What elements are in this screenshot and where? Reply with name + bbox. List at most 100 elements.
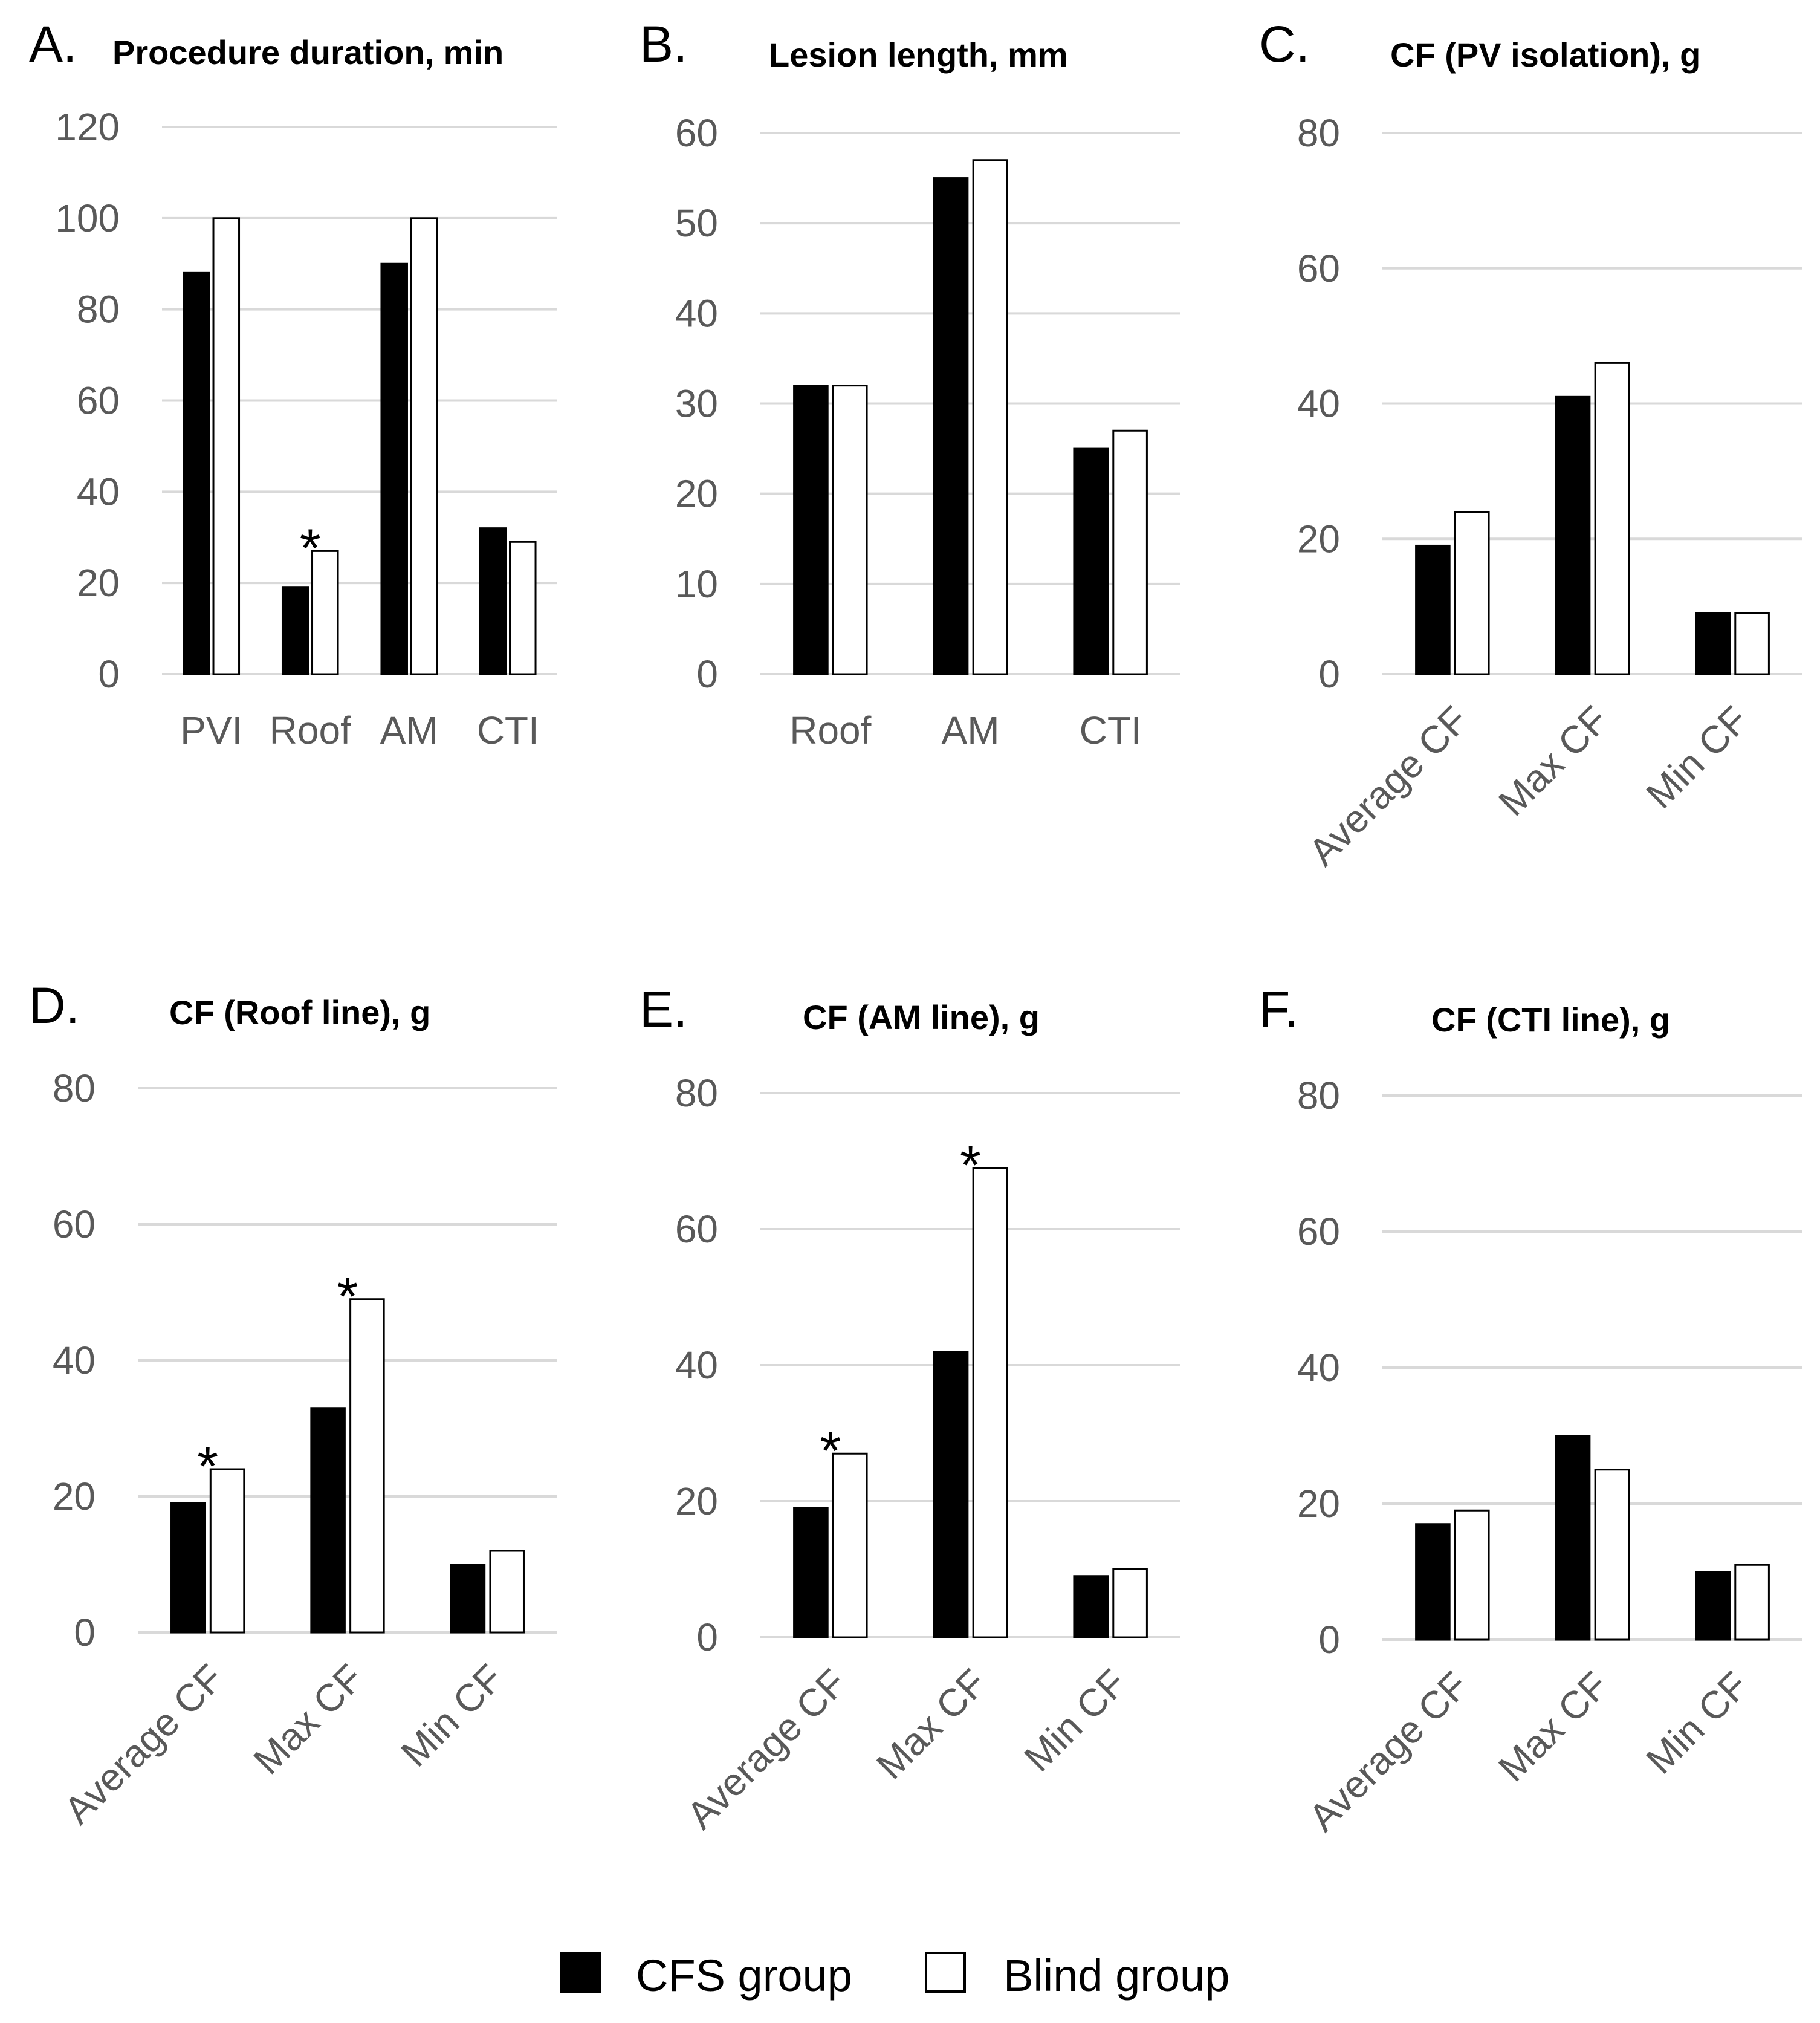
x-tick-label: Max CF — [245, 1656, 372, 1782]
significance-star: * — [300, 518, 321, 579]
bar-cfs-group — [1073, 1575, 1109, 1638]
y-tick-label: 100 — [55, 196, 120, 240]
legend: CFS group Blind group — [560, 1950, 1229, 2001]
y-tick-label: 20 — [675, 1479, 718, 1523]
y-tick-label: 60 — [675, 111, 718, 155]
y-tick-label: 60 — [53, 1203, 96, 1246]
y-tick-label: 0 — [98, 652, 120, 696]
bar-cfs-group — [310, 1407, 346, 1634]
x-tick-label: Max CF — [868, 1661, 994, 1787]
panel-title: CF (CTI line), g — [1431, 1001, 1670, 1039]
legend-label-blind: Blind group — [1003, 1950, 1229, 2001]
bar-cfs-group — [170, 1502, 206, 1634]
bar-blind-group — [1734, 1564, 1770, 1641]
bar-cfs-group — [281, 586, 309, 675]
y-tick-label: 40 — [675, 1343, 718, 1387]
y-tick-label: 20 — [675, 472, 718, 516]
bar-cfs-group — [1073, 447, 1109, 675]
bar-blind-group — [209, 1468, 245, 1634]
bar-blind-group — [1594, 1469, 1630, 1641]
bar-blind-group — [1454, 1509, 1490, 1641]
x-tick-label: PVI — [180, 709, 242, 752]
bar-cfs-group — [1695, 612, 1731, 675]
x-tick-label: Roof — [270, 709, 351, 752]
panel-letter: F. — [1259, 981, 1298, 1037]
panel-title: Lesion length, mm — [769, 36, 1068, 74]
bar-blind-group — [832, 385, 868, 675]
y-tick-label: 50 — [675, 201, 718, 245]
panel-c: C. CF (PV isolation), g 0 20 40 60 80 Average C… — [1259, 16, 1802, 874]
bar-blind-group — [1454, 511, 1490, 675]
bar-blind-group — [212, 217, 241, 675]
panel-letter: B. — [640, 16, 687, 73]
x-tick-label: CTI — [477, 709, 539, 752]
bar-cfs-group — [933, 177, 969, 675]
y-tick-label: 60 — [1297, 247, 1340, 290]
y-tick-label: 40 — [53, 1339, 96, 1382]
y-tick-label: 80 — [1297, 1074, 1340, 1117]
y-tick-label: 120 — [55, 105, 120, 149]
bar-cfs-group — [793, 385, 829, 675]
panels: A. Procedure duration, min020406080100120… — [29, 16, 1802, 1840]
y-tick-label: 80 — [53, 1067, 96, 1110]
y-tick-label: 80 — [77, 288, 120, 331]
y-tick-label: 0 — [696, 1615, 718, 1659]
y-tick-label: 60 — [675, 1207, 718, 1251]
y-tick-label: 60 — [77, 379, 120, 423]
y-tick-label: 60 — [1297, 1210, 1340, 1253]
x-tick-label: Average CF — [56, 1656, 232, 1833]
y-tick-label: 40 — [1297, 1346, 1340, 1389]
bar-blind-group — [1734, 612, 1770, 675]
y-tick-label: 0 — [1318, 652, 1340, 696]
bar-blind-group — [1112, 1568, 1148, 1638]
y-tick-label: 20 — [53, 1475, 96, 1518]
x-tick-label: AM — [942, 709, 1000, 752]
bar-blind-group — [1594, 362, 1630, 675]
bar-blind-group — [509, 541, 537, 675]
panel-d: D. CF (Roof line), g 0 20 40 60 80 * Average CF *… — [29, 977, 557, 1833]
y-tick-label: 80 — [1297, 111, 1340, 155]
bar-cfs-group — [1415, 1523, 1451, 1641]
y-tick-label: 40 — [1297, 382, 1340, 426]
significance-star: * — [337, 1267, 358, 1327]
y-tick-label: 30 — [675, 382, 718, 426]
bar-cfs-group — [380, 262, 408, 675]
legend-swatch-blind — [925, 1952, 966, 1993]
bar-blind-group — [489, 1550, 525, 1634]
panel-title: CF (AM line), g — [803, 998, 1040, 1036]
panel-title: Procedure duration, min — [112, 33, 504, 71]
bar-cfs-group — [450, 1564, 486, 1634]
legend-label-cfs: CFS group — [636, 1950, 852, 2001]
panel-f: F. CF (CTI line), g 0 20 40 60 80 Average CF Max… — [1259, 981, 1802, 1840]
significance-star: * — [960, 1135, 981, 1196]
legend-swatch-cfs — [560, 1952, 601, 1993]
bar-cfs-group — [933, 1351, 969, 1638]
panel-b: B. Lesion length, mm 0 10 20 30 40 50 60 Roof AM CT… — [640, 16, 1180, 752]
bar-cfs-group — [1555, 1435, 1591, 1641]
y-tick-label: 0 — [1318, 1618, 1340, 1661]
x-tick-label: Min CF — [393, 1656, 512, 1775]
y-tick-label: 40 — [77, 470, 120, 513]
significance-star: * — [820, 1421, 841, 1481]
panel-e: E. CF (AM line), g 0 20 40 60 80 * Average CF * Ma… — [640, 981, 1180, 1837]
significance-star: * — [197, 1437, 218, 1497]
panel-letter: C. — [1259, 16, 1310, 73]
x-tick-label: Average CF — [678, 1661, 855, 1837]
panel-a: A. Procedure duration, min 0 20 40 60 80 100 120… — [29, 16, 557, 752]
y-tick-label: 20 — [1297, 517, 1340, 560]
x-tick-label: Min CF — [1637, 698, 1757, 817]
x-tick-label: Average CF — [1300, 1663, 1477, 1840]
y-tick-label: 0 — [696, 652, 718, 696]
bar-blind-group — [410, 217, 438, 675]
bar-blind-group — [311, 550, 339, 675]
x-tick-label: Average CF — [1300, 698, 1477, 874]
y-tick-label: 0 — [74, 1611, 96, 1654]
y-tick-label: 80 — [675, 1071, 718, 1115]
bar-blind-group — [349, 1298, 385, 1634]
bar-cfs-group — [1695, 1571, 1731, 1641]
bar-blind-group — [972, 1167, 1008, 1638]
panel-title: CF (PV isolation), g — [1390, 36, 1700, 74]
bar-cfs-group — [793, 1507, 829, 1638]
x-tick-label: Max CF — [1490, 1663, 1616, 1790]
y-tick-label: 20 — [77, 561, 120, 605]
